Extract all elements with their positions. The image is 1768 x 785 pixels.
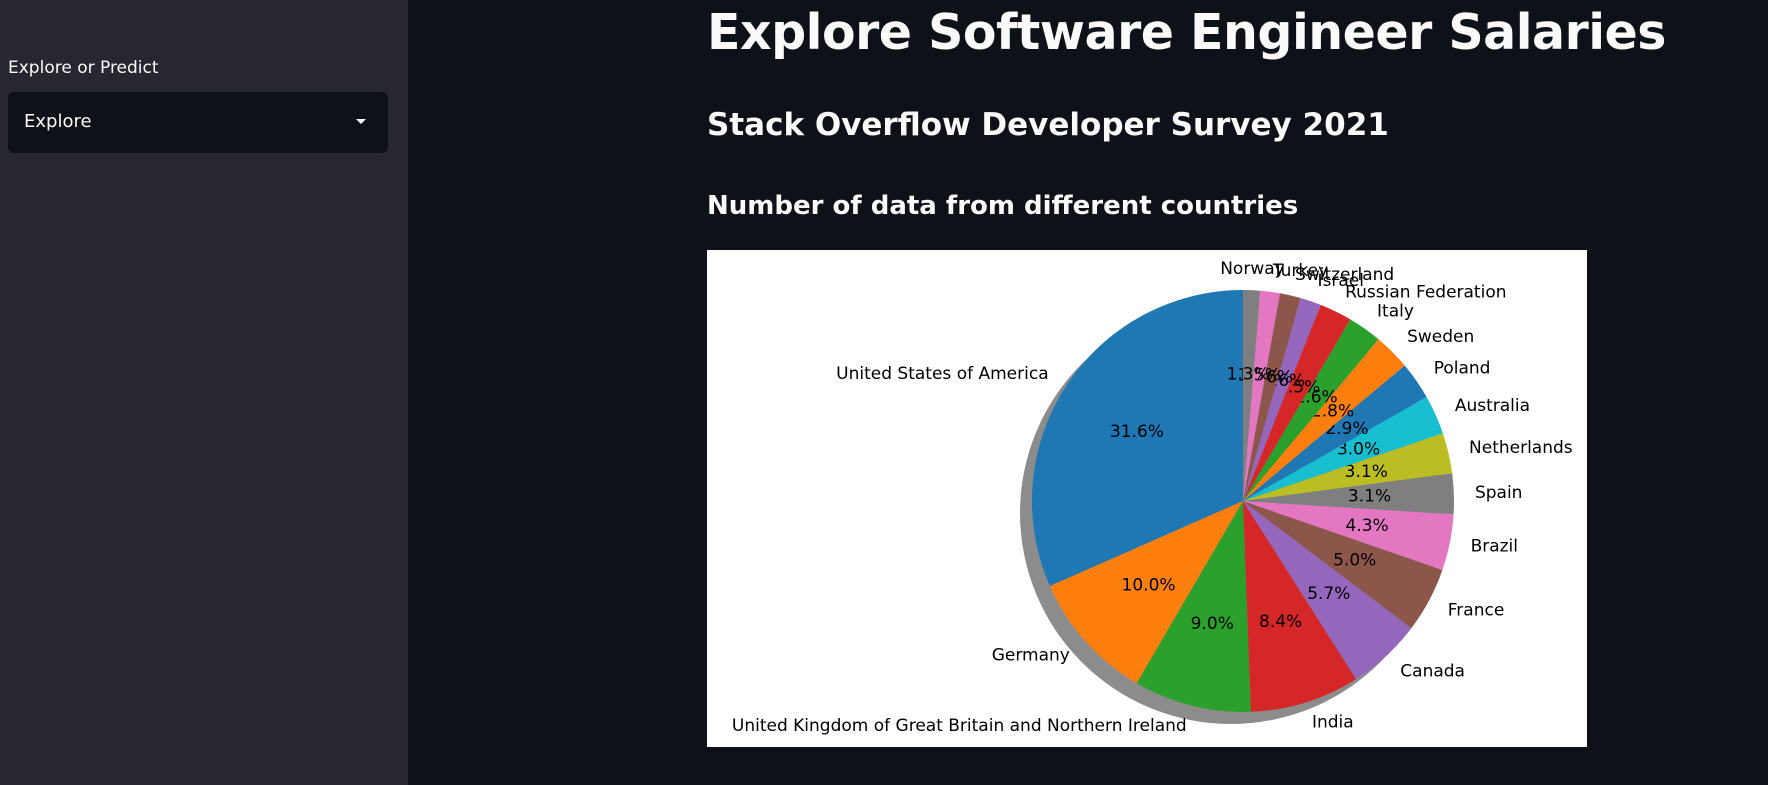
slice-percent-label: 31.6%: [1110, 422, 1164, 442]
pie-slice: [1243, 501, 1357, 712]
pie-slice: [1243, 501, 1454, 570]
pie-slice: [1136, 501, 1251, 712]
slice-category-label: Switzerland: [1295, 265, 1394, 285]
pie-slice: [1243, 304, 1351, 501]
slice-percent-label: 3.0%: [1337, 439, 1380, 459]
page-subtitle: Stack Overflow Developer Survey 2021: [707, 107, 1389, 143]
pie-slice: [1243, 501, 1412, 680]
slice-category-label: Brazil: [1471, 537, 1518, 557]
explore-predict-select[interactable]: Explore: [8, 92, 388, 153]
slice-percent-label: 3.1%: [1348, 487, 1391, 507]
pie-slice: [1243, 501, 1443, 629]
explore-or-predict-label: Explore or Predict: [8, 58, 159, 78]
slice-category-label: Australia: [1455, 396, 1530, 416]
slice-category-label: Russian Federation: [1345, 283, 1506, 303]
section-title: Number of data from different countries: [707, 191, 1299, 221]
slice-category-label: Norway: [1220, 259, 1285, 279]
slice-category-label: Netherlands: [1469, 438, 1573, 458]
pie-slice: [1243, 433, 1453, 501]
slice-category-label: India: [1312, 713, 1354, 733]
slice-percent-label: 3.1%: [1345, 462, 1388, 482]
slice-category-label: United Kingdom of Great Britain and Nort…: [732, 716, 1187, 736]
pie-slice: [1243, 290, 1261, 501]
slice-category-label: Germany: [992, 646, 1070, 666]
slice-category-label: Italy: [1377, 302, 1414, 322]
slice-category-label: Turkey: [1272, 261, 1328, 281]
slice-category-label: Spain: [1475, 483, 1523, 503]
page-title: Explore Software Engineer Salaries: [707, 4, 1666, 61]
slice-category-label: Canada: [1400, 662, 1465, 682]
slice-category-label: United States of America: [836, 364, 1048, 384]
select-value: Explore: [24, 111, 92, 132]
slice-category-label: Poland: [1434, 359, 1491, 379]
pie-slice: [1049, 501, 1243, 684]
pie-chart-container: 31.6% United States of America 10.0% German…: [707, 250, 1587, 747]
slice-category-label: France: [1448, 600, 1505, 620]
slice-percent-label: 5.0%: [1333, 551, 1376, 571]
slice-percent-label: 1.3%: [1227, 365, 1270, 385]
pie-slice: [1243, 473, 1454, 515]
sidebar: Explore or Predict Explore: [0, 0, 408, 785]
pie-slice: [1243, 290, 1280, 501]
slice-category-label: Sweden: [1407, 327, 1474, 347]
slice-percent-label: 2.9%: [1325, 419, 1368, 439]
slice-percent-label: 5.7%: [1307, 584, 1350, 604]
pie-slice: [1032, 290, 1243, 587]
chevron-down-icon[interactable]: [356, 119, 366, 124]
pie-chart: 31.6% United States of America 10.0% German…: [732, 259, 1573, 736]
pie-slice: [1243, 298, 1321, 501]
pie-slice: [1243, 319, 1379, 501]
main-content: Explore Software Engineer Salaries Stack…: [408, 0, 1768, 785]
pie-slice: [1243, 339, 1405, 501]
slice-percent-label: 8.4%: [1259, 612, 1302, 632]
slice-percent-label: 10.0%: [1122, 575, 1176, 595]
pie-slice: [1243, 365, 1427, 501]
pie-slice: [1243, 293, 1301, 501]
slice-percent-label: 4.3%: [1346, 516, 1389, 536]
slice-category-label: Israel: [1317, 271, 1363, 291]
slice-percent-label: 9.0%: [1191, 614, 1234, 634]
pie-slice: [1243, 397, 1443, 501]
